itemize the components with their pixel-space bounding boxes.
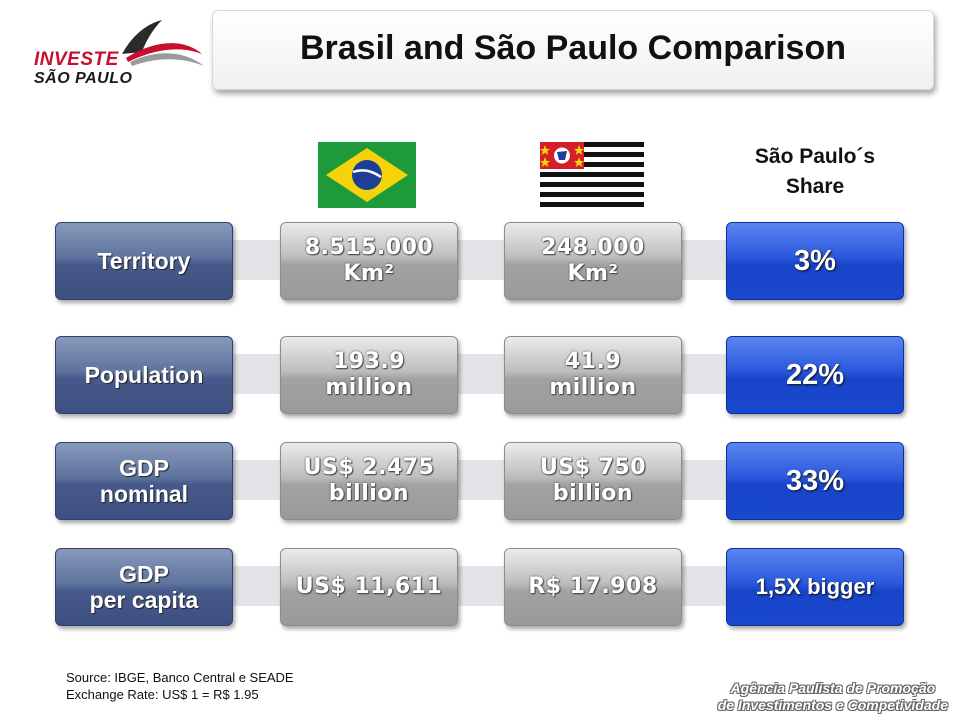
brazil-value-gdp-per-capita: US$ 11,611 (280, 548, 458, 626)
value-text: 248.000 Km² (541, 235, 645, 286)
logo-text-sao-paulo: SÃO PAULO (34, 70, 133, 87)
sp-value-territory: 248.000 Km² (504, 222, 682, 300)
value-text: R$ 17.908 (528, 574, 658, 599)
value-text: US$ 11,611 (295, 574, 443, 599)
sao-paulo-flag-icon (540, 142, 644, 213)
value-text: 193.9 million (325, 349, 413, 400)
row-label-text: GDP per capita (89, 561, 199, 613)
brazil-value-population: 193.9 million (280, 336, 458, 414)
row-label-text: GDP nominal (99, 455, 189, 507)
exchange-rate-text: Exchange Rate: US$ 1 = R$ 1.95 (66, 687, 259, 702)
value-text: 8.515.000 Km² (304, 235, 434, 286)
sp-value-gdp-per-capita: R$ 17.908 (504, 548, 682, 626)
row-label-text: Population (84, 362, 204, 388)
share-column-header: São Paulo´s Share (720, 142, 910, 202)
share-header-text: São Paulo´s Share (754, 145, 876, 198)
sp-value-gdp-nominal: US$ 750 billion (504, 442, 682, 520)
logo-swoosh-icon (122, 20, 204, 66)
value-text: 41.9 million (549, 349, 637, 400)
agency-line2: de Investimentos e Competividade (717, 697, 948, 713)
agency-line1: Agência Paulista de Promoção (730, 680, 936, 696)
brazil-value-territory: 8.515.000 Km² (280, 222, 458, 300)
share-value-gdp-per-capita: 1,5X bigger (726, 548, 904, 626)
value-text: US$ 2.475 billion (303, 455, 435, 506)
investe-sao-paulo-logo: INVESTE SÃO PAULO (14, 14, 204, 87)
source-note: Source: IBGE, Banco Central e SEADE Exch… (66, 669, 294, 703)
brazil-flag-icon (318, 142, 416, 213)
share-text: 1,5X bigger (755, 574, 875, 599)
title-banner: Brasil and São Paulo Comparison (212, 10, 934, 90)
row-label-gdp-per-capita: GDP per capita (55, 548, 233, 626)
brazil-value-gdp-nominal: US$ 2.475 billion (280, 442, 458, 520)
row-label-text: Territory (97, 248, 191, 274)
agency-footer: Agência Paulista de Promoção de Investim… (718, 680, 948, 714)
row-label-territory: Territory (55, 222, 233, 300)
share-text: 33% (785, 464, 845, 497)
source-text: Source: IBGE, Banco Central e SEADE (66, 670, 294, 685)
share-value-population: 22% (726, 336, 904, 414)
row-label-gdp-nominal: GDP nominal (55, 442, 233, 520)
logo-text-investe: INVESTE (34, 49, 119, 70)
share-value-territory: 3% (726, 222, 904, 300)
row-label-population: Population (55, 336, 233, 414)
share-text: 22% (785, 358, 845, 391)
share-value-gdp-nominal: 33% (726, 442, 904, 520)
value-text: US$ 750 billion (539, 455, 647, 506)
share-text: 3% (794, 244, 836, 277)
sp-value-population: 41.9 million (504, 336, 682, 414)
page-title: Brasil and São Paulo Comparison (299, 29, 846, 67)
